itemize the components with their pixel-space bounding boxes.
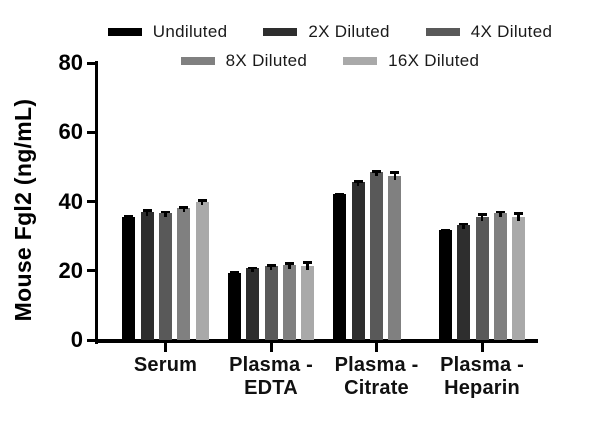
legend-swatch-icon xyxy=(180,57,215,65)
x-tick xyxy=(480,343,484,352)
bar xyxy=(177,208,191,340)
x-tick xyxy=(375,343,378,352)
legend-item: 2X Diluted xyxy=(263,22,389,42)
error-bar-stem xyxy=(145,209,149,216)
y-tick-label: 60 xyxy=(58,119,83,145)
bar xyxy=(512,217,526,340)
error-bar-stem xyxy=(127,215,131,222)
error-bar-cap xyxy=(390,171,400,174)
y-tick-label: 0 xyxy=(70,327,83,352)
error-bar-stem xyxy=(517,212,520,222)
legend-item: 8X Diluted xyxy=(180,51,308,71)
error-bar-stem xyxy=(375,170,378,176)
error-bar-cap xyxy=(353,180,363,183)
legend-label: 4X Diluted xyxy=(470,22,553,41)
legend-label: 2X Diluted xyxy=(308,22,390,41)
y-tick-label: 40 xyxy=(58,188,83,214)
bar xyxy=(457,224,471,340)
legend-item: 16X Diluted xyxy=(343,51,479,71)
error-bar-cap xyxy=(179,206,189,209)
error-bar-stem xyxy=(233,271,236,277)
x-tick xyxy=(269,343,273,352)
legend-row: 8X Diluted 16X Diluted xyxy=(88,51,572,71)
legend: Undiluted 2X Diluted 4X Diluted 8X Diluted 1… xyxy=(88,22,572,71)
error-bar-cap xyxy=(197,199,207,202)
bar xyxy=(122,217,136,340)
error-bar-stem xyxy=(480,213,484,222)
bar xyxy=(227,272,241,340)
y-tick xyxy=(87,338,96,342)
bar xyxy=(333,193,347,340)
legend-swatch-icon xyxy=(263,28,298,36)
error-bar-stem xyxy=(499,210,502,217)
error-bar-cap xyxy=(303,261,313,264)
bar xyxy=(493,212,507,340)
y-tick xyxy=(87,269,96,273)
x-tick xyxy=(164,343,167,352)
bar xyxy=(140,211,154,340)
legend-label: 8X Diluted xyxy=(225,51,308,70)
error-bar-stem xyxy=(356,180,360,187)
y-axis-line xyxy=(95,61,98,344)
error-bar-stem xyxy=(269,264,273,271)
error-bar-cap xyxy=(495,210,505,214)
bar xyxy=(301,266,315,340)
legend-swatch-icon xyxy=(107,28,142,36)
error-bar-cap xyxy=(440,228,450,231)
y-tick xyxy=(87,200,96,203)
error-bar-cap xyxy=(248,266,258,270)
bar xyxy=(475,217,489,340)
legend-item: Undiluted xyxy=(107,22,228,42)
x-tick-label: Plasma - EDTA xyxy=(229,354,313,399)
legend-row: Undiluted 2X Diluted 4X Diluted xyxy=(88,22,572,42)
legend-swatch-icon xyxy=(425,28,460,36)
error-bar-cap xyxy=(284,262,294,265)
legend-swatch-icon xyxy=(343,57,378,65)
error-bar-cap xyxy=(161,210,170,213)
x-tick-label: Serum xyxy=(133,354,198,376)
x-axis-line xyxy=(95,339,538,343)
error-bar-cap xyxy=(229,271,239,274)
bar xyxy=(246,268,260,340)
x-tick-label: Plasma - Heparin xyxy=(440,354,524,399)
bar xyxy=(370,171,383,340)
legend-label: 16X Diluted xyxy=(388,51,480,70)
bar xyxy=(351,182,365,340)
error-bar-stem xyxy=(306,261,309,271)
bar xyxy=(388,175,402,340)
y-tick-label: 80 xyxy=(58,50,83,75)
error-bar-stem xyxy=(288,262,291,269)
error-bar-cap xyxy=(124,215,134,218)
error-bar-cap xyxy=(459,222,469,226)
y-tick-label: 20 xyxy=(58,257,83,283)
legend-label: Undiluted xyxy=(152,22,228,41)
y-tick xyxy=(87,61,96,65)
error-bar-stem xyxy=(393,171,397,180)
error-bar-stem xyxy=(462,222,465,229)
bar xyxy=(195,201,209,340)
error-bar-cap xyxy=(514,212,524,215)
y-tick xyxy=(87,130,96,134)
error-bar-stem xyxy=(444,228,447,234)
bar xyxy=(264,266,278,340)
error-bar-cap xyxy=(335,192,345,196)
error-bar-stem xyxy=(251,266,254,273)
x-tick-label: Plasma - Citrate xyxy=(334,354,419,399)
error-bar-cap xyxy=(142,209,152,212)
legend-item: 4X Diluted xyxy=(425,22,553,42)
error-bar-cap xyxy=(266,264,276,267)
error-bar-cap xyxy=(372,170,381,173)
error-bar-stem xyxy=(338,192,342,198)
bar xyxy=(159,213,172,340)
error-bar-stem xyxy=(164,210,167,218)
y-axis-title: Mouse Fgl2 (ng/mL) xyxy=(10,98,36,322)
bar xyxy=(282,264,296,340)
error-bar-cap xyxy=(477,213,487,216)
error-bar-stem xyxy=(182,206,186,213)
error-bar-stem xyxy=(200,199,204,206)
bar xyxy=(438,229,452,340)
